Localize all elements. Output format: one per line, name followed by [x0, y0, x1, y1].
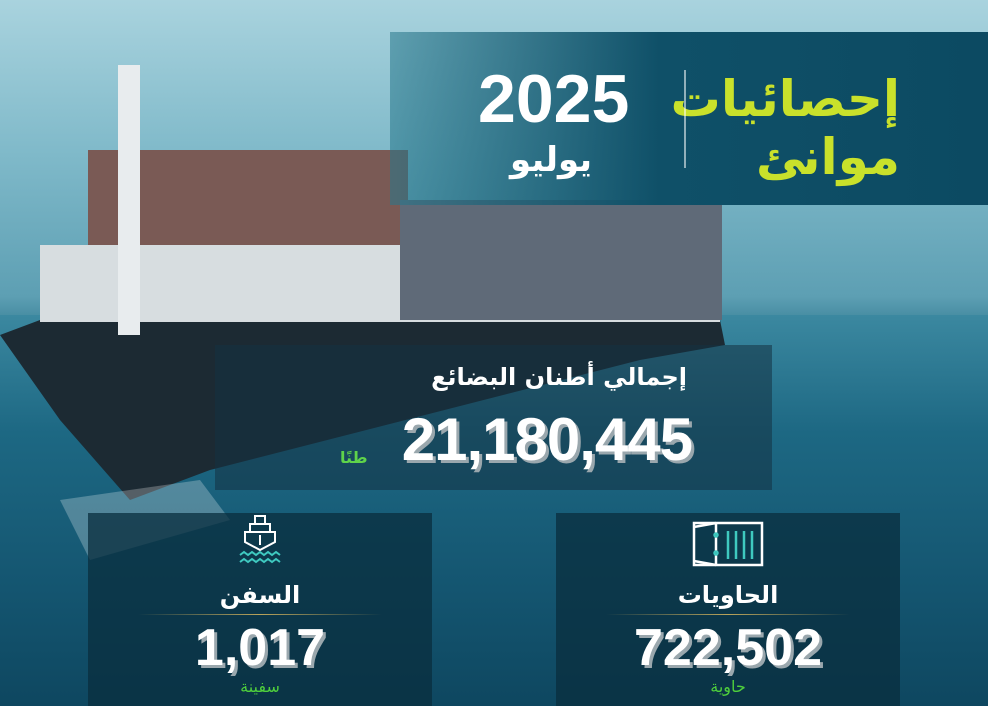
- year: 2025: [478, 61, 630, 137]
- ships-divider: [138, 614, 382, 615]
- total-cargo-unit: طنًا: [340, 448, 368, 467]
- total-cargo-value: 21,180,445: [401, 406, 693, 473]
- page-title: إحصائيات موانئ: [671, 70, 900, 186]
- containers-divider: [606, 614, 850, 615]
- ships-label: السفن: [219, 581, 301, 609]
- total-cargo-panel: إجمالي أطنان البضائع 21,180,445 طنًا: [215, 345, 772, 490]
- header-panel: إحصائيات موانئ 2025 يوليو: [390, 32, 988, 205]
- title-line-2: موانئ: [755, 128, 900, 186]
- ships-value: 1,017: [194, 619, 326, 677]
- containers-unit: حاوية: [710, 677, 746, 696]
- containers-label: الحاويات: [677, 581, 779, 609]
- container-icon: [692, 521, 764, 567]
- containers-card: الحاويات 722,502 حاوية: [556, 513, 900, 706]
- total-cargo-label: إجمالي أطنان البضائع: [431, 363, 687, 391]
- ship-icon: [239, 515, 281, 564]
- header-divider: [684, 70, 686, 168]
- containers-value: 722,502: [634, 619, 822, 677]
- ships-unit: سفينة: [240, 677, 280, 696]
- title-line-1: إحصائيات: [670, 70, 900, 128]
- month: يوليو: [510, 140, 593, 180]
- ships-card: السفن 1,017 سفينة: [88, 513, 432, 706]
